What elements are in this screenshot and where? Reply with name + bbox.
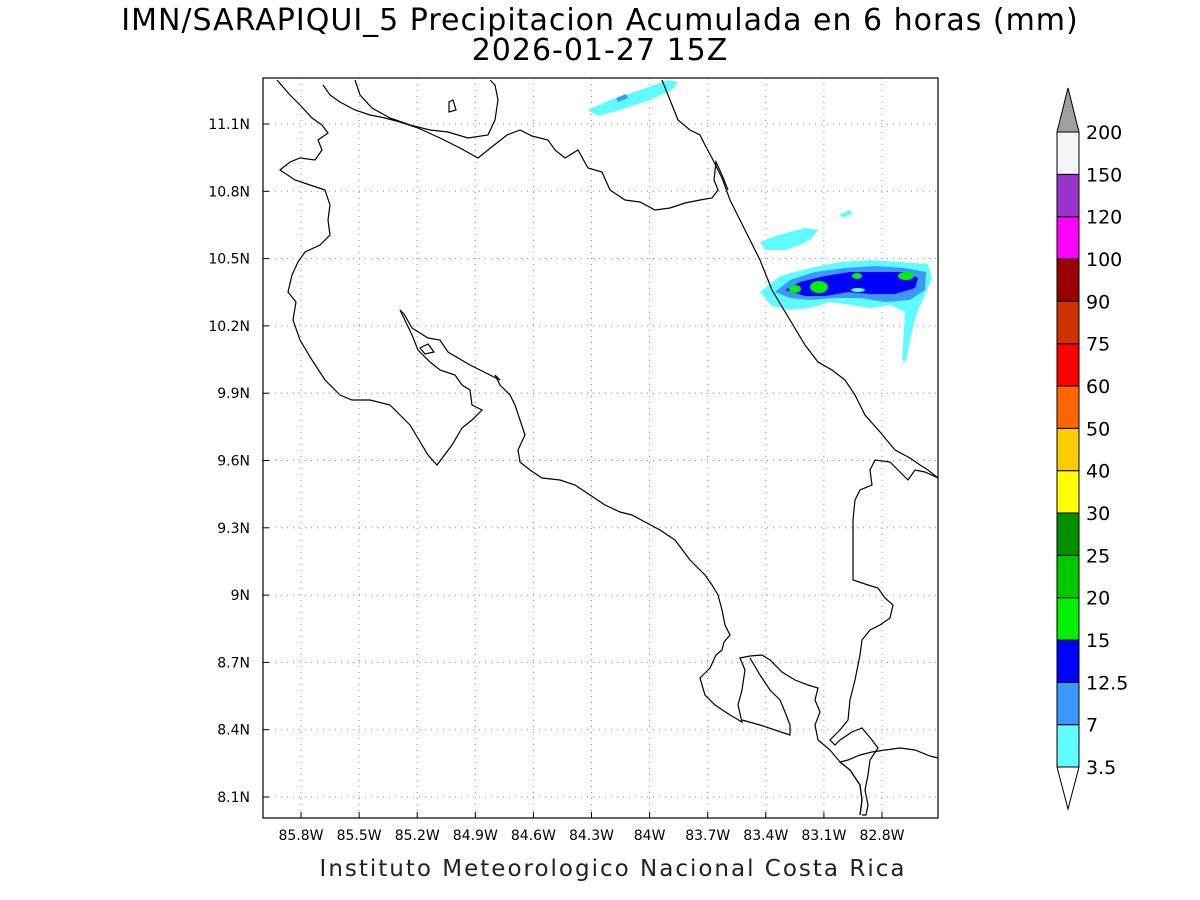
map-frame	[262, 77, 939, 819]
precip-area-north	[588, 80, 678, 116]
precipitation-shading	[588, 80, 932, 362]
precip-core-3	[852, 273, 862, 279]
graticule	[263, 78, 938, 818]
colorbar-segment	[1056, 173, 1080, 218]
precip-area-north-core	[616, 94, 628, 102]
precip-core-2	[810, 281, 828, 293]
colorbar-level-label: 200	[1086, 122, 1122, 144]
golfo-dulce-peninsula	[741, 657, 791, 736]
nicaragua-costa-rica-border	[322, 84, 729, 211]
colorbar-level-label: 30	[1086, 503, 1110, 525]
colorbar-segment	[1056, 639, 1080, 683]
map-title: IMN/SARAPIQUI_5 Precipitacion Acumulada …	[121, 3, 1079, 38]
y-tick-label: 10.2N	[208, 319, 250, 335]
x-tick-label: 83.7W	[685, 828, 730, 844]
y-tick-label: 8.1N	[217, 790, 250, 806]
colorbar-segment	[1056, 597, 1080, 641]
colorbar-segment	[1056, 258, 1080, 302]
panama-coast	[838, 747, 939, 816]
x-tick-label: 82.8W	[859, 828, 904, 844]
precip-area-band-upper-small	[840, 210, 852, 218]
y-tick-label: 10.5N	[208, 252, 250, 268]
colorbar-segment	[1056, 216, 1080, 260]
y-tick-label: 10.8N	[208, 184, 250, 200]
costa-rica-pacific-coast	[494, 374, 863, 816]
colorbar-level-label: 50	[1086, 418, 1110, 440]
caribbean-coast	[661, 79, 939, 479]
colorbar-segment	[1056, 385, 1080, 429]
colorbar-segment	[1056, 554, 1080, 599]
x-tick-label: 83.4W	[743, 828, 788, 844]
colorbar-level-label: 3.5	[1086, 757, 1116, 779]
x-tick-label: 85.8W	[278, 828, 323, 844]
precip-core-5	[851, 288, 865, 292]
y-tick-label: 9.3N	[217, 521, 250, 537]
colorbar-segment	[1056, 724, 1080, 768]
x-tick-label: 85.2W	[395, 828, 440, 844]
y-tick-label: 9.6N	[217, 454, 250, 470]
y-tick-label: 9N	[231, 588, 250, 604]
colorbar-level-label: 150	[1086, 164, 1122, 186]
colorbar-level-label: 20	[1086, 588, 1110, 610]
precip-core-1	[789, 285, 801, 293]
colorbar-segment	[1056, 512, 1080, 556]
y-tick-label: 9.9N	[217, 386, 250, 402]
colorbar-level-label: 25	[1086, 545, 1110, 567]
x-tick-label: 84.9W	[453, 828, 498, 844]
colorbar: 3.5 7 12.5 15 20 25 30 40 50 60 75 90 100 120 150 200	[1056, 87, 1128, 811]
colorbar-segment	[1056, 300, 1080, 345]
axis-tick-labels: 85.8W 85.5W 85.2W 84.9W 84.6W 84.3W 84W 83.7W 83…	[208, 117, 904, 844]
colorbar-level-label: 15	[1086, 630, 1110, 652]
colorbar-level-label: 7	[1086, 715, 1098, 737]
colorbar-level-label: 120	[1086, 207, 1122, 229]
lake-nicaragua-shore	[354, 79, 499, 139]
colorbar-level-label: 75	[1086, 334, 1110, 356]
x-tick-label: 83.1W	[801, 828, 846, 844]
x-tick-label: 84.6W	[511, 828, 556, 844]
y-tick-label: 8.4N	[217, 723, 250, 739]
x-tick-label: 84W	[634, 828, 666, 844]
precip-area-band-upper	[760, 228, 818, 250]
x-tick-label: 84.3W	[569, 828, 614, 844]
colorbar-segment	[1056, 343, 1080, 387]
precip-core-4	[898, 272, 914, 280]
coastlines-borders	[276, 79, 939, 816]
colorbar-segment	[1056, 427, 1080, 472]
colorbar-under-arrow	[1056, 766, 1080, 811]
colorbar-level-label: 90	[1086, 291, 1110, 313]
island	[448, 99, 457, 113]
y-tick-label: 8.7N	[217, 655, 250, 671]
nicaragua-pacific-coast	[276, 79, 501, 466]
panama-border	[829, 459, 939, 816]
colorbar-segment	[1056, 470, 1080, 514]
y-tick-label: 11.1N	[208, 117, 250, 133]
colorbar-segment	[1056, 131, 1080, 175]
map-subtitle-datetime: 2026-01-27 15Z	[471, 33, 729, 68]
colorbar-over-arrow	[1056, 87, 1080, 133]
nicoya-island	[419, 343, 436, 355]
credit-footer: Instituto Meteorologico Nacional Costa R…	[319, 856, 907, 882]
colorbar-level-label: 100	[1086, 249, 1122, 271]
colorbar-level-label: 60	[1086, 376, 1110, 398]
x-tick-label: 85.5W	[337, 828, 382, 844]
colorbar-segment	[1056, 681, 1080, 726]
colorbar-level-label: 40	[1086, 461, 1110, 483]
colorbar-level-label: 12.5	[1086, 672, 1128, 694]
